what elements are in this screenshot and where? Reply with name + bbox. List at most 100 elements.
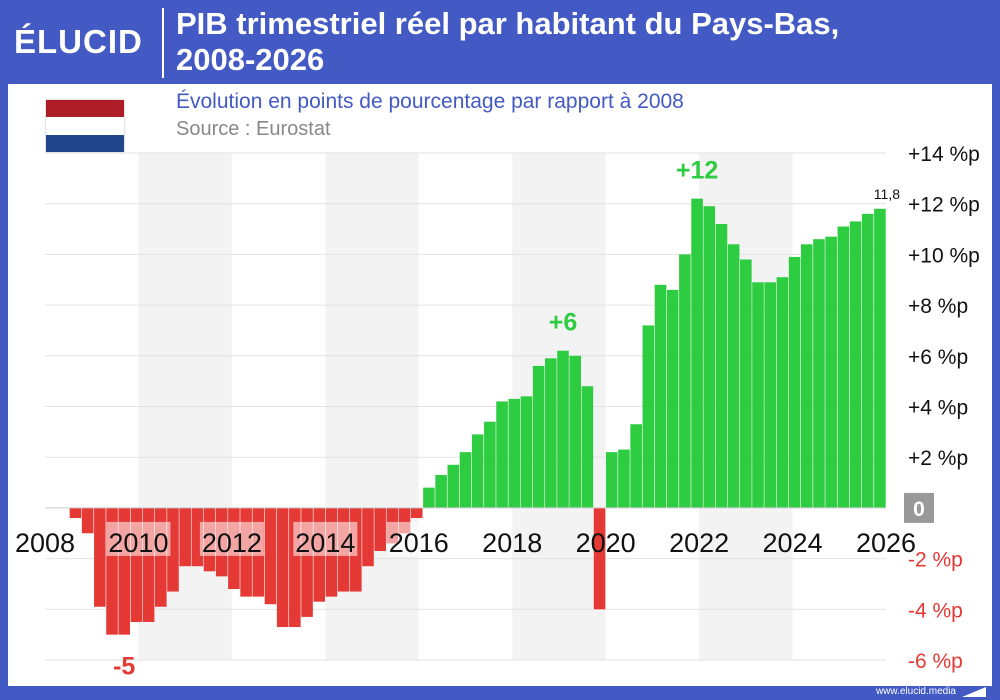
bar [142, 507, 155, 622]
x-tick-label-bg [386, 521, 451, 556]
bar [861, 213, 874, 508]
chart-source: Source : Eurostat [176, 118, 331, 140]
x-tick-label: 2018 [482, 528, 542, 558]
bar [191, 507, 204, 567]
data-annotation: -5 [113, 653, 135, 681]
bar [703, 206, 716, 508]
elucid-logo: ÉLUCID [14, 23, 143, 60]
bar [532, 365, 545, 508]
bar [849, 221, 862, 508]
bar [94, 507, 106, 607]
x-tick-label: 2022 [669, 528, 729, 558]
data-annotation: +12 [676, 157, 718, 185]
bar [837, 226, 850, 508]
title-line-2: 2008-2026 [176, 42, 325, 77]
bar [874, 208, 886, 508]
bar [496, 401, 508, 508]
footer-url: www.elucid.media [875, 686, 956, 697]
bar [715, 223, 728, 508]
bar [654, 284, 667, 508]
header: ÉLUCID PIB trimestriel réel par habitant… [0, 0, 1000, 84]
bar [106, 507, 118, 635]
x-tick-label: 2020 [576, 528, 636, 558]
x-tick-label: 2026 [856, 528, 916, 558]
elucid-logo-icon [962, 687, 986, 697]
bar [289, 507, 301, 628]
y-tick-label: +2 %p [908, 447, 968, 470]
bar [484, 421, 496, 508]
bar [69, 507, 82, 519]
bar [752, 282, 764, 508]
data-annotation: 11,8 [874, 186, 900, 202]
bar [727, 244, 740, 508]
x-tick-label-bg [293, 521, 358, 556]
bar [423, 487, 435, 508]
bar [374, 507, 386, 551]
flag-stripe-white [46, 117, 124, 135]
data-annotation: +6 [549, 309, 578, 337]
x-tick-label-bg [106, 521, 171, 556]
flag-stripe-blue [46, 134, 124, 152]
zero-badge [904, 492, 934, 523]
bar [130, 507, 143, 622]
flag-stripe-red [46, 100, 124, 118]
netherlands-flag-icon [46, 100, 124, 152]
bar [118, 507, 131, 635]
bar [740, 259, 752, 508]
bar [154, 507, 167, 607]
x-tick-label: 2014 [295, 528, 355, 558]
bar [630, 424, 642, 508]
y-tick-label: +4 %p [908, 397, 968, 420]
bar [276, 507, 289, 628]
bar [410, 507, 423, 519]
title-line-1: PIB trimestriel réel par habitant du Pay… [176, 6, 840, 41]
bar [167, 507, 179, 592]
bar [179, 507, 191, 567]
y-tick-label: 0 [913, 498, 925, 521]
bar [618, 449, 630, 508]
bar [642, 325, 655, 508]
bar [666, 289, 679, 508]
bar [813, 239, 825, 508]
y-tick-label: -4 %p [908, 599, 963, 622]
y-tick-label: +14 %p [908, 143, 980, 166]
bar [447, 464, 460, 508]
bar [520, 396, 533, 508]
x-tick-label: 2008 [15, 528, 75, 558]
bar [764, 282, 777, 508]
bar [398, 507, 411, 534]
bar [545, 358, 557, 508]
y-tick-label: +8 %p [908, 295, 968, 318]
bar [569, 355, 581, 508]
x-tick-label: 2016 [389, 528, 449, 558]
bar [508, 398, 521, 508]
chart-subtitle: Évolution en points de pourcentage par r… [176, 90, 684, 113]
y-tick-label: -2 %p [908, 549, 963, 572]
header-divider [162, 8, 164, 78]
y-tick-label: +6 %p [908, 346, 968, 369]
bar [800, 244, 813, 508]
bar [788, 256, 801, 508]
bar [362, 507, 374, 567]
bar [301, 507, 313, 617]
x-tick-label: 2010 [108, 528, 168, 558]
bar [471, 434, 484, 508]
bar [679, 254, 691, 508]
bar [557, 350, 569, 508]
bar [81, 507, 94, 534]
page-title: PIB trimestriel réel par habitant du Pay… [176, 6, 986, 78]
bar [691, 198, 703, 508]
x-tick-label: 2012 [202, 528, 262, 558]
bar [776, 277, 789, 508]
bar [264, 507, 277, 605]
x-tick-label: 2024 [763, 528, 823, 558]
bar [593, 507, 606, 610]
bar [605, 452, 618, 508]
y-tick-label: +12 %p [908, 194, 980, 217]
bar [435, 474, 447, 508]
y-tick-label: +10 %p [908, 244, 980, 267]
bar [825, 236, 837, 508]
x-tick-label-bg [199, 521, 264, 556]
bar [581, 386, 594, 508]
